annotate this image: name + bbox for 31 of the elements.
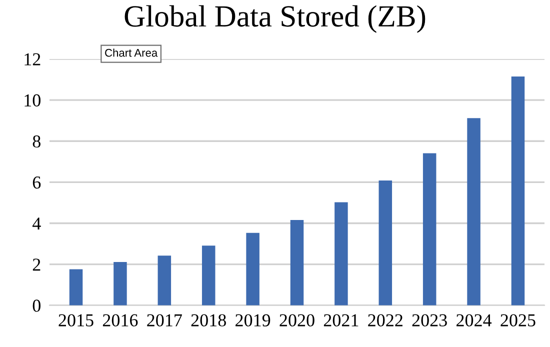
bar [290,220,304,306]
x-tick-label: 2024 [456,314,492,326]
x-tick-label: 2018 [191,314,226,326]
bar [422,153,436,306]
x-tick-label: 2021 [324,314,358,326]
bar [114,262,127,306]
bar [511,76,525,306]
chart-title: Global Data Stored (ZB) [124,5,426,33]
y-tick-label: 12 [24,53,40,66]
x-tick-label: 2015 [58,314,94,326]
y-tick-label: 4 [32,218,41,230]
bar [69,269,83,306]
x-tick-label: 2017 [147,314,182,326]
x-tick-label: 2016 [102,314,138,326]
x-tick-label: 2019 [236,314,270,326]
bar [467,118,480,306]
y-tick-label: 10 [24,94,40,106]
bar [378,180,392,306]
x-tick-label: 2022 [368,314,402,326]
y-tick-label: 6 [32,176,41,189]
y-tick-label: 2 [32,258,40,271]
y-tick-label: 0 [32,300,40,312]
bar [202,246,216,306]
bar [334,202,348,306]
bar [158,256,172,306]
bar [246,232,260,306]
x-tick-label: 2025 [500,314,536,326]
x-tick-label: 2023 [412,314,447,326]
y-tick-label: 8 [32,135,40,148]
x-tick-label: 2020 [280,314,314,326]
text: Chart Area [105,48,158,57]
